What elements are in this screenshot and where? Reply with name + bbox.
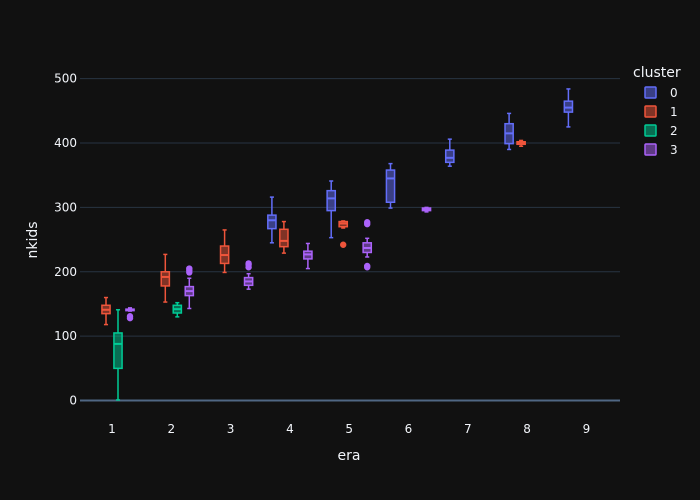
outlier-point bbox=[126, 313, 134, 320]
x-tick-label: 3 bbox=[227, 422, 235, 436]
y-axis-ticks: 0 100 200 300 400 500 bbox=[54, 72, 77, 408]
x-axis-title: era bbox=[338, 448, 361, 464]
box-body bbox=[326, 189, 337, 212]
box bbox=[101, 296, 111, 326]
outlier-point bbox=[364, 219, 371, 226]
series-cluster-3 bbox=[125, 206, 432, 322]
box bbox=[219, 229, 230, 274]
legend-swatch bbox=[644, 86, 657, 99]
legend-swatch bbox=[644, 124, 657, 137]
legend[interactable]: cluster 0 1 2 3 bbox=[633, 65, 681, 157]
box bbox=[444, 138, 455, 167]
legend-item-cluster-1[interactable]: 1 bbox=[644, 105, 678, 119]
box bbox=[267, 196, 277, 244]
plot-area bbox=[101, 88, 574, 401]
outlier-point bbox=[245, 260, 252, 267]
outlier-point bbox=[340, 241, 347, 248]
x-tick-label: 4 bbox=[286, 422, 294, 436]
box-body bbox=[113, 332, 123, 370]
y-tick-label: 300 bbox=[54, 200, 77, 214]
box bbox=[326, 180, 337, 239]
box bbox=[504, 112, 514, 151]
y-tick-label: 500 bbox=[54, 72, 77, 86]
y-tick-label: 0 bbox=[69, 394, 77, 408]
legend-item-cluster-3[interactable]: 3 bbox=[644, 143, 678, 157]
outlier-point bbox=[186, 265, 193, 272]
x-tick-label: 9 bbox=[583, 422, 591, 436]
legend-label: 0 bbox=[670, 86, 678, 100]
box bbox=[303, 242, 313, 270]
box-body bbox=[444, 149, 455, 164]
series-cluster-2 bbox=[113, 301, 183, 401]
y-axis-title: nkids bbox=[25, 221, 41, 258]
x-axis-ticks: 1 2 3 4 5 6 7 8 9 bbox=[108, 422, 590, 436]
x-tick-label: 7 bbox=[464, 422, 472, 436]
series-cluster-1 bbox=[101, 139, 526, 326]
box-body bbox=[385, 169, 396, 204]
legend-item-cluster-0[interactable]: 0 bbox=[644, 86, 678, 100]
x-tick-label: 1 bbox=[108, 422, 116, 436]
legend-swatch bbox=[644, 143, 657, 156]
x-tick-label: 8 bbox=[523, 422, 531, 436]
legend-item-cluster-2[interactable]: 2 bbox=[644, 124, 678, 138]
box bbox=[160, 253, 171, 303]
legend-label: 1 bbox=[670, 105, 678, 119]
box-body bbox=[267, 214, 277, 230]
box-body bbox=[160, 271, 171, 287]
outlier-point bbox=[364, 262, 371, 270]
box bbox=[362, 219, 373, 271]
box bbox=[563, 88, 574, 128]
y-tick-label: 400 bbox=[54, 136, 77, 150]
legend-title: cluster bbox=[633, 65, 681, 81]
box bbox=[243, 260, 254, 290]
x-tick-label: 2 bbox=[167, 422, 175, 436]
legend-swatch bbox=[644, 105, 657, 118]
box bbox=[113, 309, 123, 401]
box bbox=[421, 206, 432, 213]
box-body bbox=[279, 228, 289, 248]
box bbox=[125, 307, 135, 322]
y-tick-label: 100 bbox=[54, 329, 77, 343]
x-tick-label: 5 bbox=[345, 422, 353, 436]
box bbox=[172, 301, 183, 318]
y-tick-label: 200 bbox=[54, 265, 77, 279]
box bbox=[385, 162, 396, 209]
box bbox=[338, 220, 349, 248]
x-tick-label: 6 bbox=[405, 422, 413, 436]
box bbox=[516, 139, 526, 147]
box bbox=[279, 220, 289, 254]
box bbox=[184, 265, 195, 310]
series-cluster-0 bbox=[267, 88, 574, 244]
legend-label: 3 bbox=[670, 143, 678, 157]
legend-label: 2 bbox=[670, 124, 678, 138]
